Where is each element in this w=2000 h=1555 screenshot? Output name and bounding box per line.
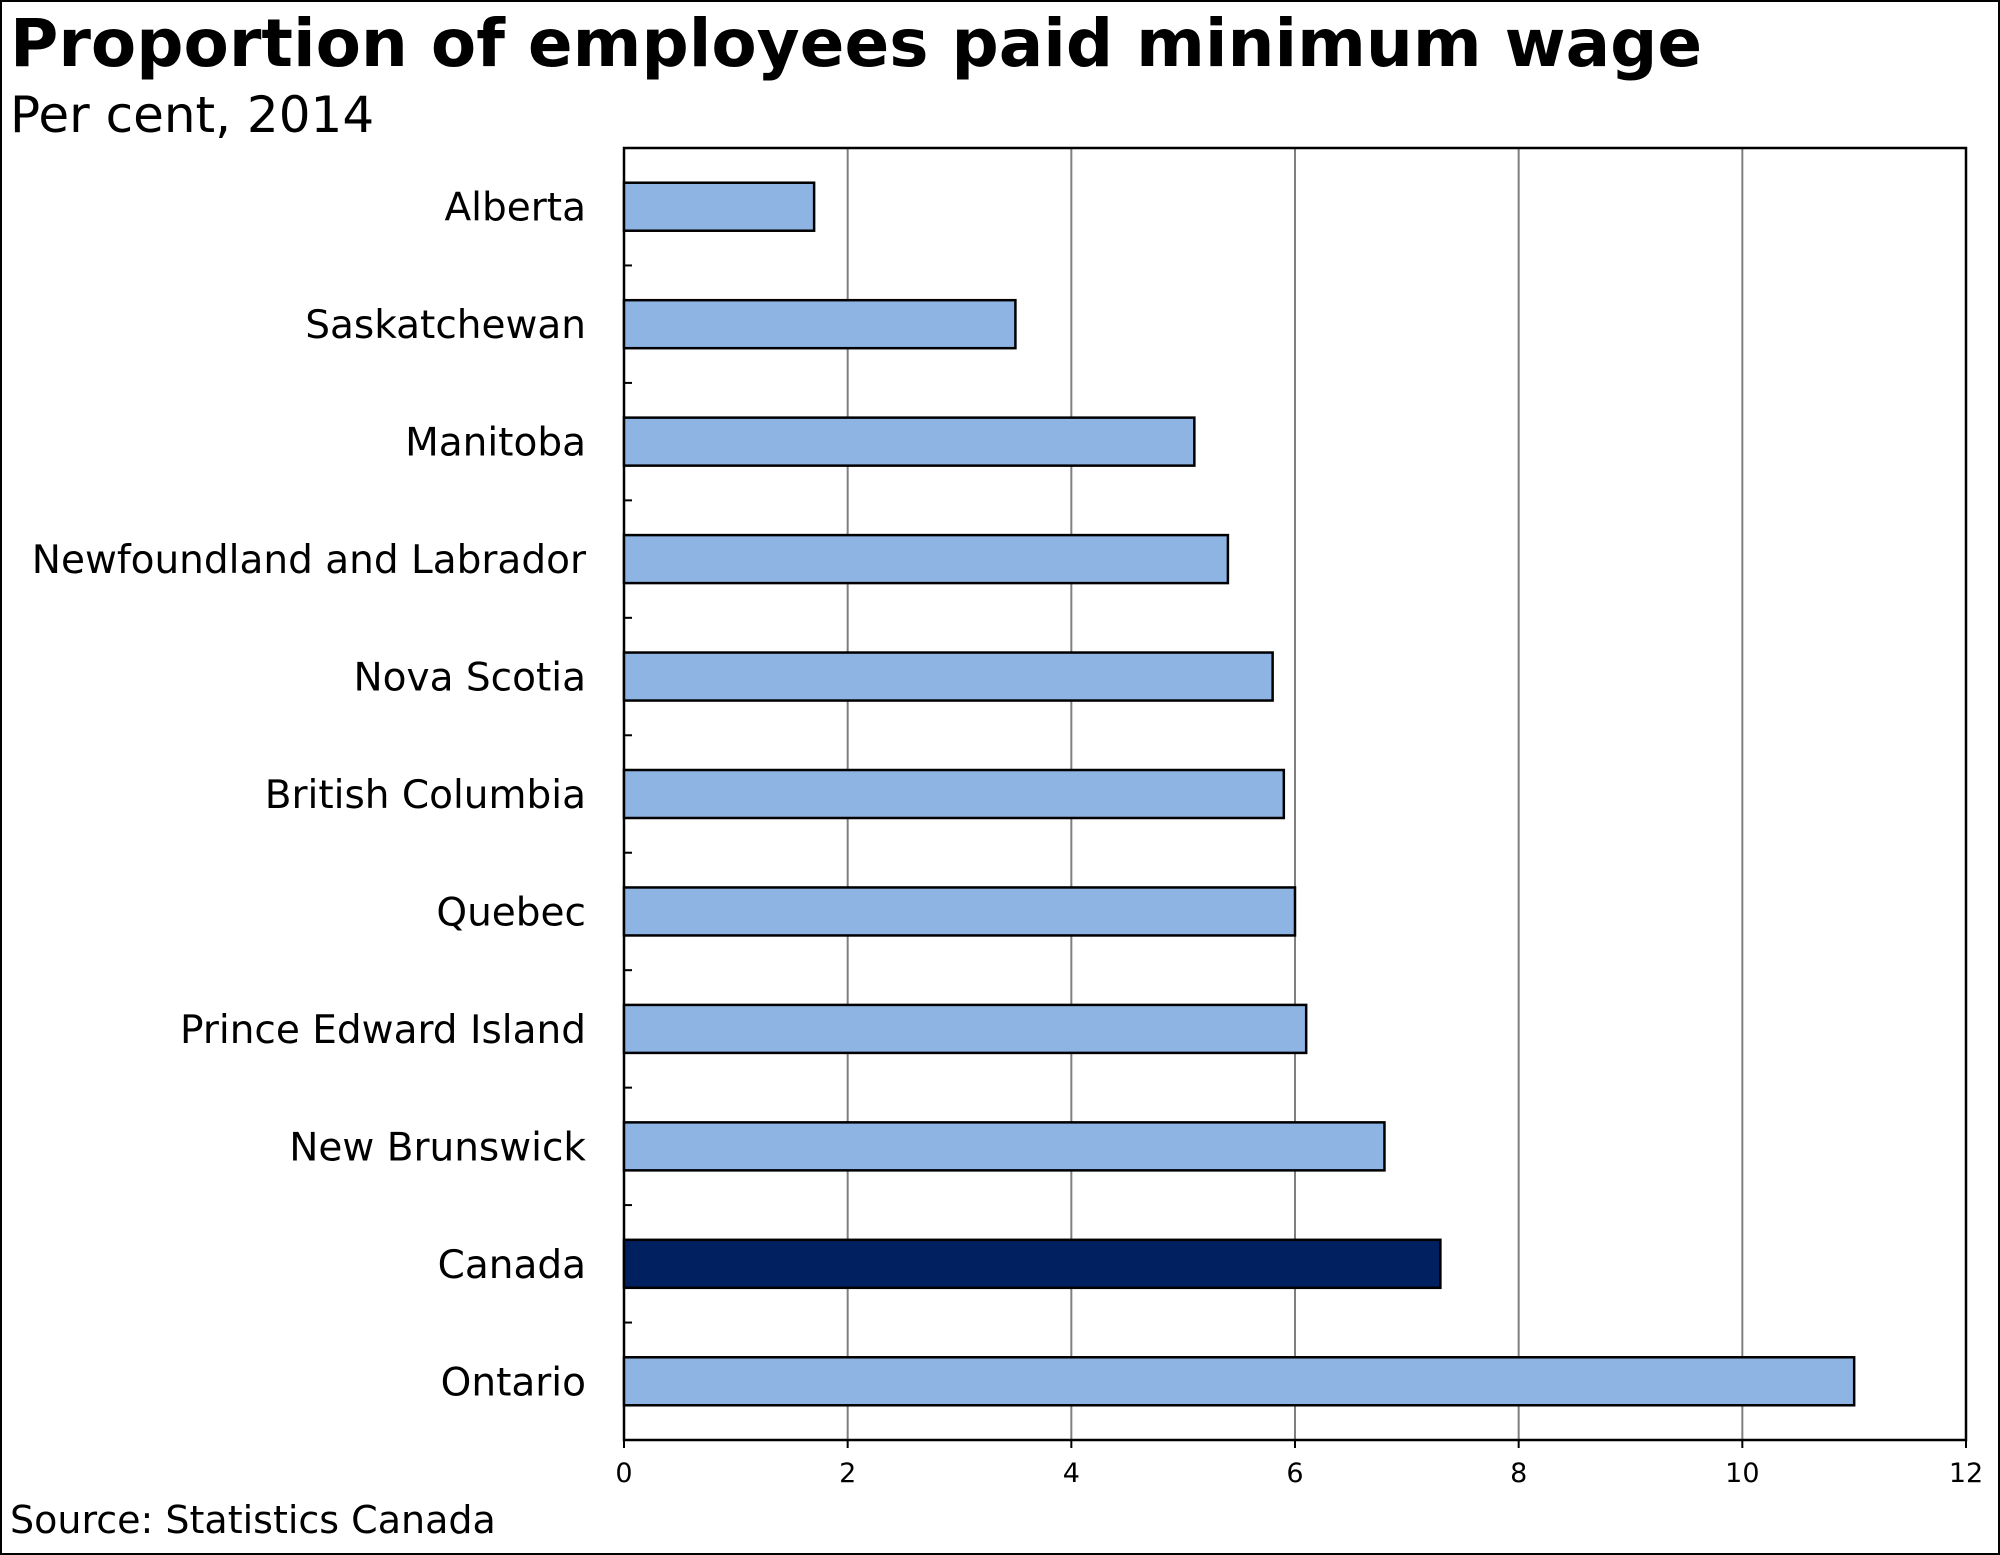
- category-label: British Columbia: [265, 773, 586, 818]
- x-tick-label: 2: [839, 1458, 856, 1489]
- chart-subtitle: Per cent, 2014: [10, 86, 375, 144]
- category-label: New Brunswick: [289, 1125, 586, 1170]
- bar: [622, 533, 1230, 585]
- bar: [622, 1003, 1308, 1055]
- category-label: Ontario: [441, 1360, 586, 1405]
- category-label: Saskatchewan: [305, 303, 586, 348]
- x-tick-label: 6: [1286, 1458, 1303, 1489]
- category-label: Prince Edward Island: [180, 1008, 586, 1053]
- bar: [622, 886, 1297, 937]
- bar: [622, 1356, 1856, 1407]
- category-label: Nova Scotia: [354, 656, 587, 701]
- x-tick-label: 0: [615, 1458, 632, 1489]
- bar-highlight: [622, 1238, 1442, 1290]
- x-tick-label: 8: [1510, 1458, 1527, 1489]
- x-tick-label: 4: [1063, 1458, 1080, 1489]
- bar: [622, 651, 1274, 702]
- x-tick-label: 10: [1725, 1458, 1759, 1489]
- category-label: Canada: [438, 1243, 586, 1288]
- category-label: Manitoba: [405, 421, 586, 466]
- bar: [622, 181, 816, 232]
- bar: [622, 416, 1196, 467]
- source-note: Source: Statistics Canada: [10, 1498, 496, 1542]
- category-label: Alberta: [445, 186, 587, 231]
- bar: [622, 298, 1017, 350]
- category-label: Newfoundland and Labrador: [32, 538, 587, 583]
- chart-title: Proportion of employees paid minimum wag…: [10, 5, 1703, 82]
- category-label: Quebec: [436, 890, 586, 935]
- bar: [622, 768, 1286, 820]
- x-tick-label: 12: [1949, 1458, 1983, 1489]
- bar: [622, 1121, 1386, 1172]
